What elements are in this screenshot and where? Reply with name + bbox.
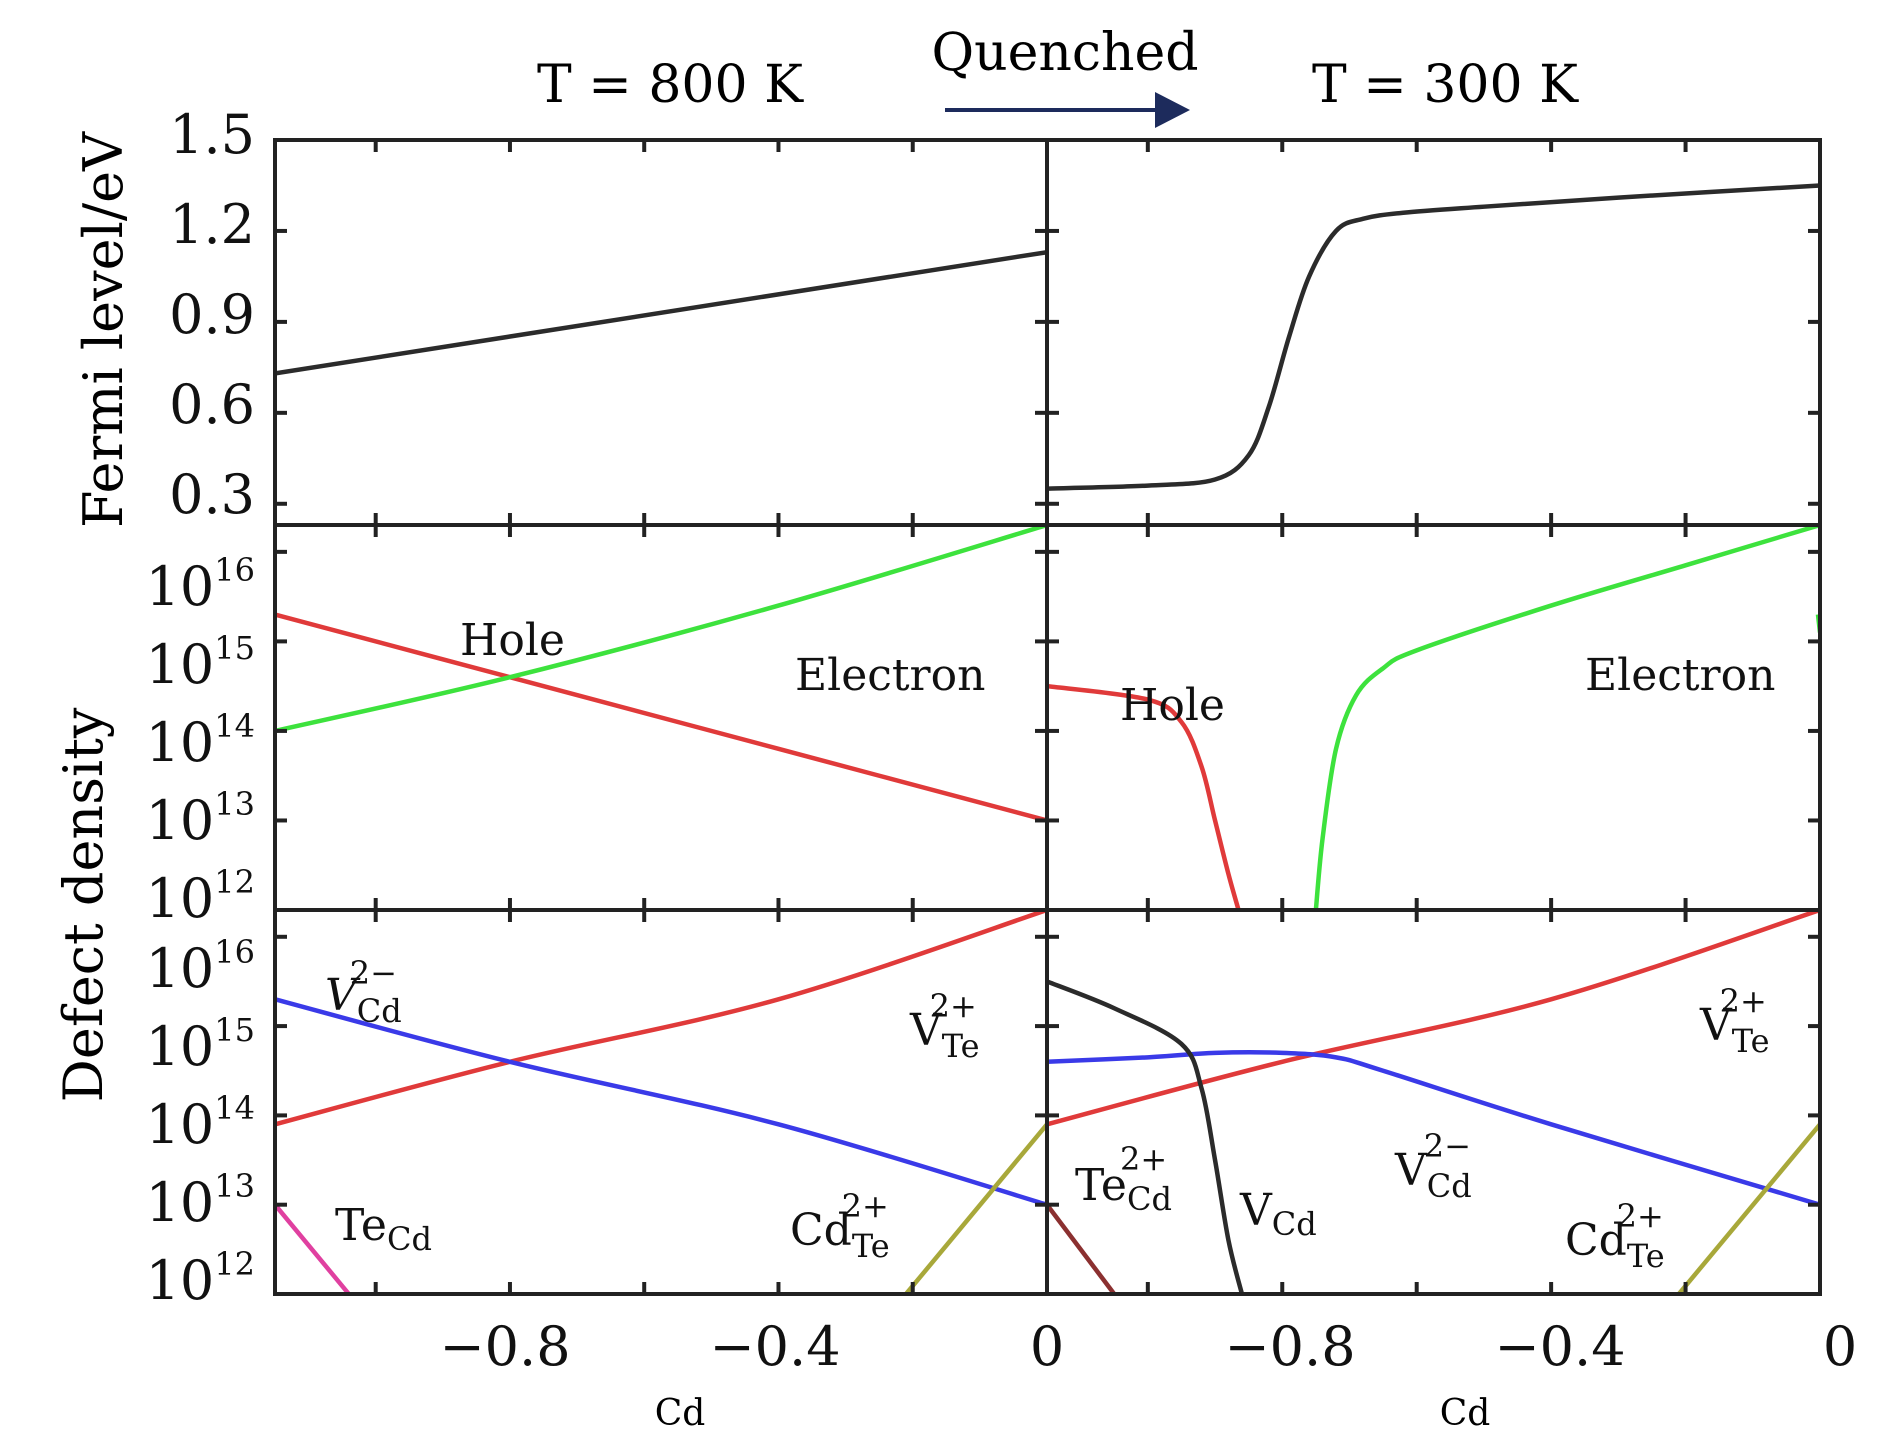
fermi-tick-0.6: 0.6 <box>169 373 255 436</box>
carrier-tick-15: 1015 <box>146 629 255 696</box>
density-ylabel: Defect density <box>52 707 115 1102</box>
label-vte-300: VTe2+ <box>1699 982 1770 1060</box>
panel-frames <box>273 138 1822 1296</box>
defect-tick-13: 1013 <box>146 1167 255 1234</box>
left-xlabel: Cd <box>655 1393 706 1434</box>
fermi-300-series-0 <box>1047 183 1820 491</box>
quench-arrow-icon <box>945 92 1190 128</box>
defect-tick-14: 1014 <box>146 1089 255 1156</box>
defect-tick-16: 1016 <box>146 933 255 1000</box>
fermi-tick-0.9: 0.9 <box>169 283 255 346</box>
label-vte-800: VTe2+ <box>909 987 980 1065</box>
label-electron-800: Electron <box>795 650 985 701</box>
left-xtick-0.4: −0.4 <box>709 1315 840 1378</box>
right-xlabel: Cd <box>1440 1393 1491 1434</box>
carrier-tick-13: 1013 <box>146 785 255 852</box>
arrow-label: Quenched <box>931 23 1198 83</box>
label-tecd-800: TeCd <box>335 1200 432 1258</box>
carrier-800-series-0 <box>275 612 1047 823</box>
defect-tick-12: 1012 <box>146 1245 255 1312</box>
defect-300-series-3 <box>1047 1203 1117 1294</box>
label-electron-300: Electron <box>1585 650 1775 701</box>
fermi-800-series-group <box>275 249 1047 376</box>
fermi-tick-0.3: 0.3 <box>169 463 255 526</box>
label-cdte-300: CdTe2+ <box>1565 1197 1665 1275</box>
right-xtick-0.4: −0.4 <box>1494 1315 1625 1378</box>
defect-800-series-1 <box>275 997 1047 1207</box>
carrier-300-series-1 <box>1313 525 1820 910</box>
left-title: T = 800 K <box>537 55 804 115</box>
fermi-800-series-0 <box>275 249 1047 376</box>
defect-800-series-3 <box>904 1122 1047 1294</box>
right-xtick-0.8: −0.8 <box>1224 1315 1355 1378</box>
carrier-tick-14: 1014 <box>146 707 255 774</box>
defect-800-series-group <box>275 910 1047 1294</box>
defect-300-series-4 <box>1677 1122 1820 1294</box>
defect-300-series-0 <box>1047 910 1820 1127</box>
left-xtick-0.8: −0.8 <box>439 1315 570 1378</box>
fermi-ylabel: Fermi level/eV <box>72 131 135 528</box>
defect-tick-15: 1015 <box>146 1011 255 1078</box>
defect-300-series-1 <box>1047 1050 1820 1207</box>
label-cdte-800: CdTe2+ <box>790 1187 890 1265</box>
defect-800-series-0 <box>275 910 1047 1127</box>
label-hole-800: Hole <box>460 615 565 666</box>
right-title: T = 300 K <box>1312 55 1579 115</box>
label-vcd-800: VCd2− <box>325 954 402 1030</box>
carrier-tick-16: 1016 <box>146 551 255 618</box>
label-vcd-300: VCd <box>1239 1185 1317 1243</box>
carrier-800-series-1 <box>275 525 1047 734</box>
right-xtick-0: 0 <box>1823 1315 1857 1378</box>
center-xtick-0: 0 <box>1030 1315 1064 1378</box>
carrier-800-series-group <box>275 525 1047 823</box>
label-tecd-300: TeCd2+ <box>1075 1140 1172 1218</box>
label-hole-300: Hole <box>1120 680 1225 731</box>
label-vcd-charged-300: VCd2− <box>1394 1127 1472 1205</box>
defect-300-series-group <box>1047 910 1820 1294</box>
carrier-tick-12: 1012 <box>146 863 255 930</box>
defect-800-series-2 <box>275 1203 351 1294</box>
fermi-tick-1.2: 1.2 <box>169 193 255 256</box>
fermi-tick-1.5: 1.5 <box>169 103 255 166</box>
defect-300-series-2 <box>1047 979 1245 1294</box>
carrier-300-series-0 <box>1047 683 1241 910</box>
fermi-300-series-group <box>1047 183 1820 491</box>
